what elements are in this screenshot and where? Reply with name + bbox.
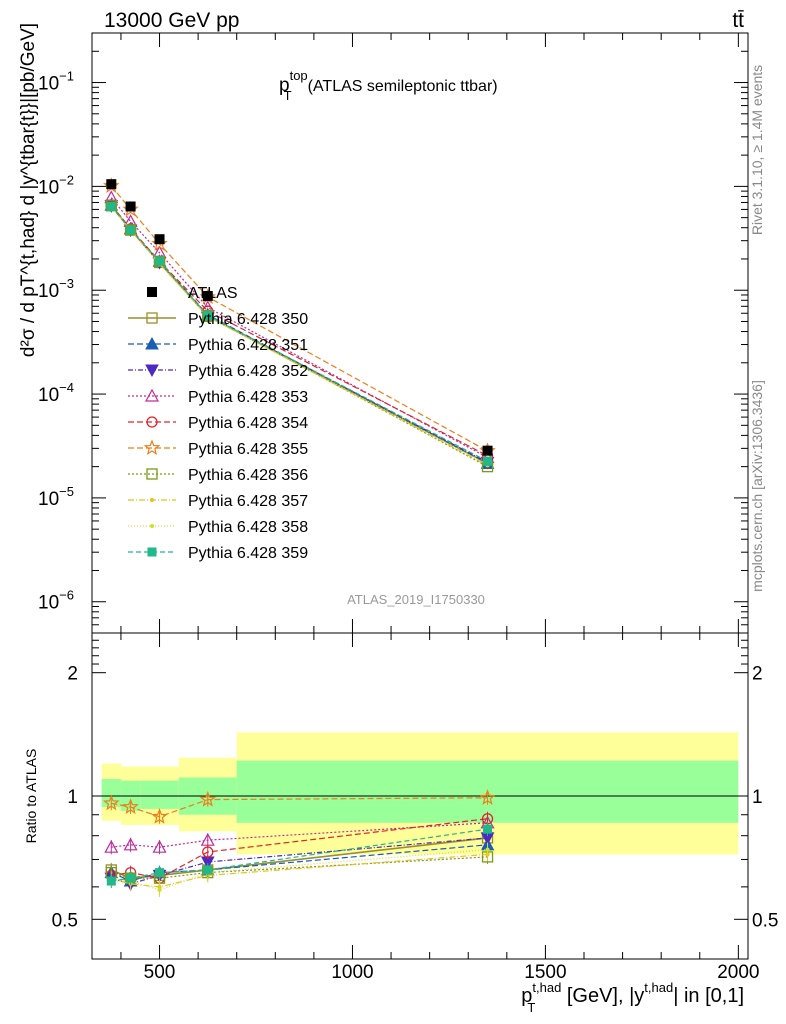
- main-y-ticks: 10−6 10−5 10−4 10−3 10−2 10−1: [38, 33, 748, 634]
- ratio-uncertainty-bands: [101, 732, 739, 855]
- main-y-tick-label: 10−5: [38, 484, 74, 510]
- legend-marker: [145, 364, 159, 378]
- main-y-tick-label: 10−4: [38, 380, 74, 406]
- ratio-series-marker: [157, 887, 162, 892]
- ratio-series-marker: [122, 798, 139, 815]
- legend-label: Pythia 6.428 352: [188, 363, 308, 380]
- ratio-series-marker: [203, 865, 213, 875]
- x-axis-ticks: 500 1000 1500 2000: [120, 633, 759, 983]
- main-series-marker: [483, 456, 493, 466]
- main-series-marker: [203, 311, 213, 321]
- x-tick-label: 1000: [331, 962, 373, 983]
- legend-marker: [143, 439, 161, 456]
- data-point: [106, 179, 117, 190]
- legend-marker: [147, 547, 157, 557]
- ratio-y-tick-label: 1: [67, 787, 78, 808]
- ratio-series-marker: [479, 789, 496, 805]
- legend-marker: [150, 498, 154, 502]
- main-y-axis-label: d²σ / d pT^{t,had} d |y^{tbar{t}}|[pb/Ge…: [18, 23, 39, 357]
- main-series-marker: [153, 255, 166, 267]
- data-point: [125, 201, 136, 212]
- x-tick-label: 500: [144, 962, 176, 983]
- main-plot-frame: [91, 32, 749, 634]
- ratio-series-line: [111, 849, 488, 891]
- ratio-y-tick-label: 2: [67, 664, 78, 685]
- ratio-series-marker: [152, 839, 167, 853]
- legend-label-atlas: ATLAS: [188, 285, 238, 302]
- analysis-tag: ATLAS_2019_I1750330: [347, 592, 485, 607]
- ratio-y-tick-label: 0.5: [52, 910, 78, 931]
- main-series-marker: [155, 256, 165, 266]
- legend-label: Pythia 6.428 356: [188, 467, 308, 484]
- inner-band: [101, 779, 121, 808]
- main-y-tick-label: 10−6: [38, 588, 74, 614]
- legend-marker: [145, 336, 159, 350]
- x-axis-label: pt,had T [GeV], |yt,had| in [0,1]: [521, 980, 744, 1015]
- ratio-series-marker: [151, 808, 168, 824]
- main-series-marker: [202, 309, 214, 322]
- process-label: tt̄: [732, 9, 744, 32]
- data-point: [202, 290, 213, 301]
- ratio-y-tick-label-right: 2: [752, 664, 763, 685]
- main-series-layer: [103, 177, 496, 473]
- legend-label: Pythia 6.428 351: [188, 337, 308, 354]
- ratio-series-marker: [123, 837, 138, 851]
- legend-marker: [146, 312, 158, 324]
- legend-label: Pythia 6.428 353: [188, 389, 308, 406]
- ratio-y-ticks: 2 2 1 1 0.5 0.5: [52, 632, 778, 960]
- ratio-series-layer: [103, 789, 496, 897]
- main-y-tick-label: 10−1: [38, 69, 74, 95]
- legend-label: Pythia 6.428 354: [188, 415, 308, 432]
- ratio-series-marker: [202, 846, 214, 858]
- ratio-plot-frame: [91, 632, 749, 960]
- x-tick-label: 2000: [717, 962, 759, 983]
- main-plot: 10−6 10−5 10−4 10−3 10−2 10−1 ptop T(ATLAS sem…: [18, 23, 749, 634]
- legend-marker: [150, 524, 154, 528]
- ratio-series-marker: [155, 868, 165, 878]
- ratio-y-tick-label-right: 1: [752, 787, 763, 808]
- legend-label: Pythia 6.428 355: [188, 441, 308, 458]
- ratio-series-marker: [485, 847, 490, 852]
- inner-band: [140, 780, 179, 809]
- x-tick-label: 1500: [524, 962, 566, 983]
- ratio-series-marker: [106, 876, 116, 886]
- ratio-series-marker: [103, 794, 120, 811]
- main-series-marker: [106, 202, 116, 212]
- ratio-series-marker: [104, 839, 119, 853]
- main-y-tick-label: 10−3: [38, 276, 74, 302]
- ratio-y-tick-label-right: 0.5: [752, 910, 778, 931]
- main-series-line: [110, 197, 488, 459]
- legend-marker: [146, 468, 158, 480]
- ratio-series-marker: [483, 824, 493, 834]
- legend-label: Pythia 6.428 350: [188, 311, 308, 328]
- main-series-marker: [122, 200, 139, 217]
- data-point: [482, 445, 493, 456]
- legend-marker-atlas: [147, 287, 157, 297]
- legend: ATLAS Pythia 6.428 350 Pythia 6.428 351 Pyt…: [128, 285, 308, 562]
- ratio-series-line: [111, 844, 488, 882]
- mcplots-label: mcplots.cern.ch [arXiv:1306.3436]: [749, 380, 765, 592]
- energy-label: 13000 GeV pp: [104, 9, 239, 32]
- legend-marker: [146, 416, 158, 428]
- main-series-marker: [124, 224, 137, 236]
- legend-marker: [144, 388, 160, 402]
- ratio-series-marker: [126, 873, 136, 883]
- main-title: ptop T(ATLAS semileptonic ttbar): [279, 68, 498, 103]
- main-series-marker: [126, 225, 136, 235]
- main-y-tick-label: 10−2: [38, 172, 74, 198]
- ratio-plot: 2 2 1 1 0.5 0.5 500 1000 1500 2000 Ratio to ATLA…: [23, 632, 778, 1015]
- data-point: [154, 234, 165, 245]
- ratio-y-axis-label: Ratio to ATLAS: [23, 749, 39, 844]
- ratio-series-marker: [199, 790, 217, 807]
- legend-label: Pythia 6.428 357: [188, 493, 308, 510]
- rivet-label: Rivet 3.1.10, ≥ 1.4M events: [749, 65, 765, 235]
- legend-label: Pythia 6.428 358: [188, 519, 308, 536]
- legend-label: Pythia 6.428 359: [188, 545, 308, 562]
